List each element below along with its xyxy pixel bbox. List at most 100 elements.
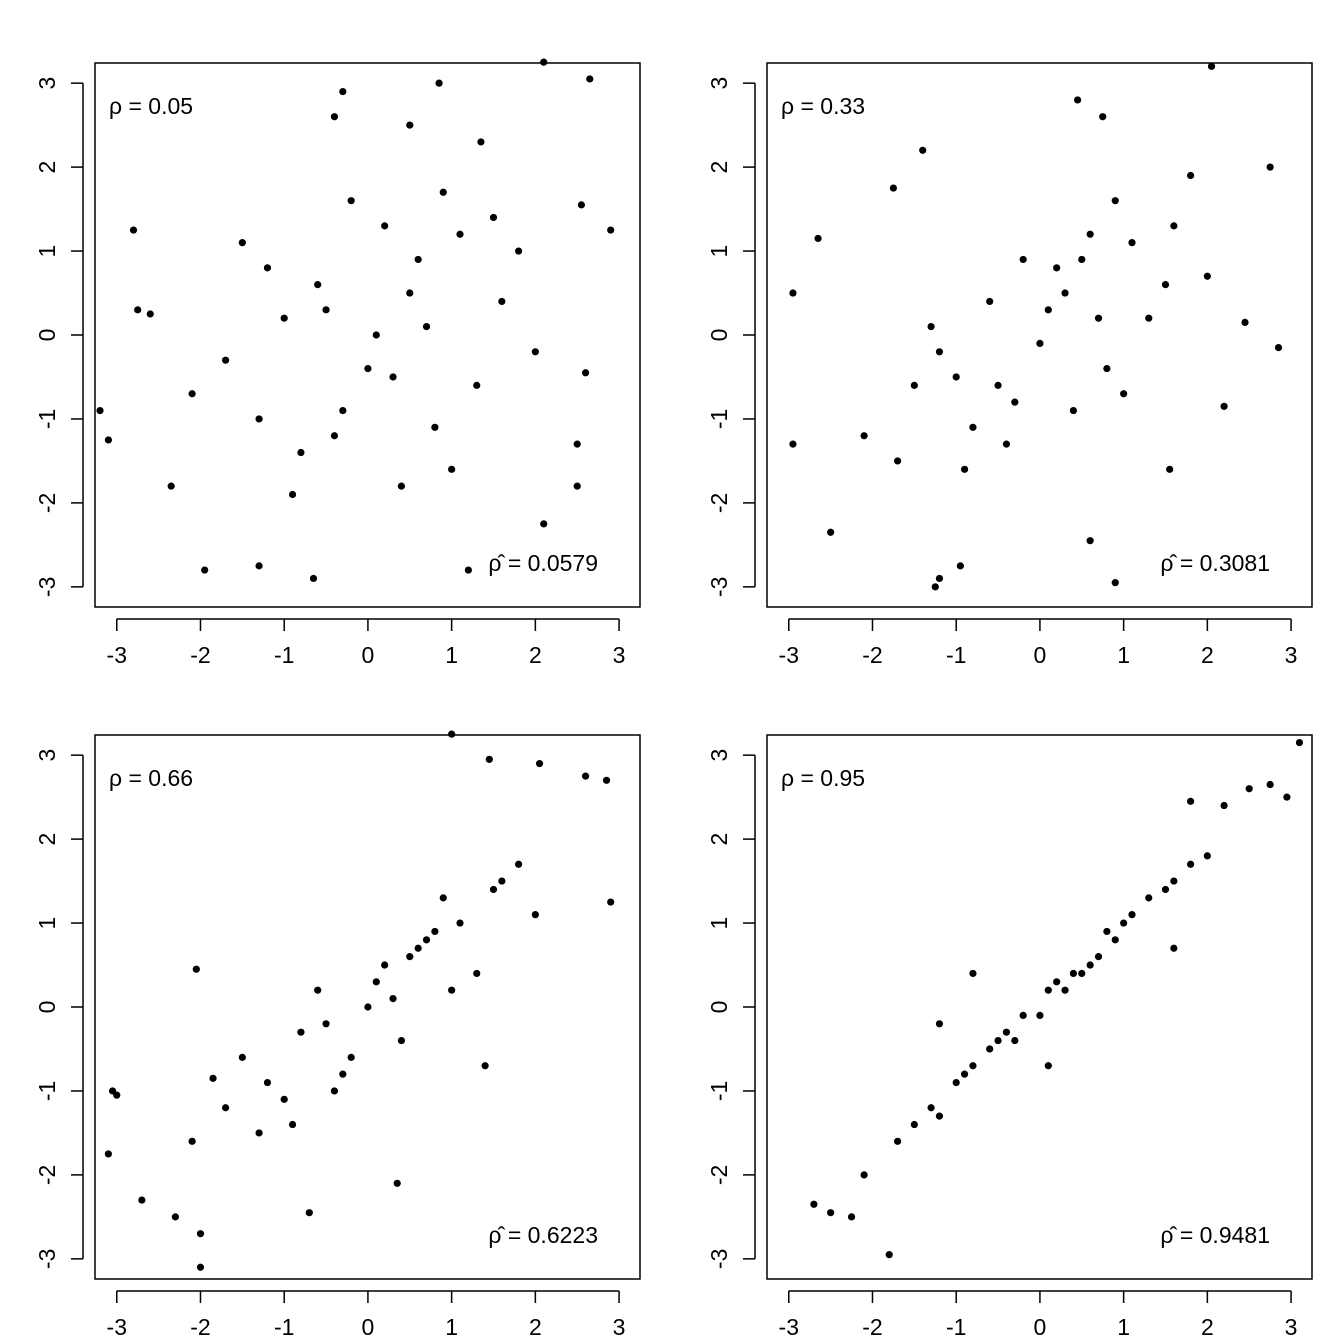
point (1103, 364, 1111, 373)
point (910, 381, 918, 389)
point (330, 432, 339, 440)
point (994, 381, 1002, 389)
point (535, 759, 544, 768)
x-tick-label: -1 (274, 1314, 294, 1340)
point (1036, 339, 1044, 347)
plot-frame (766, 62, 1313, 608)
point (1044, 986, 1052, 994)
point (1170, 222, 1178, 230)
point (1111, 936, 1119, 944)
point (1002, 440, 1011, 448)
y-tick-label: 2 (706, 833, 732, 846)
estimate: ρ̂ = 0.3081 (1160, 550, 1270, 576)
point (935, 1112, 944, 1120)
point (263, 264, 272, 272)
point (1145, 314, 1153, 322)
point (305, 1209, 313, 1217)
point (288, 1120, 297, 1129)
point (540, 520, 548, 528)
point (330, 1087, 339, 1095)
point (1161, 281, 1170, 289)
y-tick-label: -3 (34, 577, 60, 597)
point (473, 969, 481, 978)
point (1086, 961, 1094, 969)
point (456, 230, 464, 238)
x-tick-label: 1 (445, 642, 458, 668)
point (893, 1137, 902, 1145)
point (1187, 171, 1195, 180)
point (1061, 289, 1069, 297)
point (581, 772, 590, 780)
x-tick-label: -3 (107, 1314, 127, 1340)
point (448, 730, 456, 738)
y-tick-label: -2 (34, 493, 60, 513)
point (171, 1213, 179, 1221)
point (464, 566, 472, 574)
point (406, 289, 414, 297)
point (810, 1200, 818, 1208)
point (847, 1213, 856, 1221)
x-tick-label: 2 (529, 1314, 542, 1340)
point (919, 146, 927, 154)
point (885, 1251, 893, 1259)
point (498, 297, 506, 306)
x-tick-label: 0 (1034, 1314, 1047, 1340)
y-tick-label: 3 (706, 77, 732, 90)
point (372, 978, 380, 986)
y-tick-label: 0 (706, 1001, 732, 1014)
point (196, 1263, 205, 1271)
point (1078, 969, 1086, 978)
point (280, 314, 288, 322)
point (347, 1053, 355, 1061)
point (969, 969, 977, 978)
point (314, 281, 322, 289)
plot-frame (94, 734, 641, 1280)
point (339, 1070, 347, 1078)
point (1011, 1036, 1019, 1045)
point (489, 885, 498, 894)
point (347, 197, 355, 205)
point (422, 936, 431, 944)
y-tick-label: 3 (706, 749, 732, 762)
point (952, 1078, 960, 1087)
point (814, 234, 822, 243)
point (1086, 230, 1094, 238)
point (1078, 255, 1086, 264)
point (167, 482, 175, 490)
point (1203, 272, 1211, 280)
point (297, 448, 305, 457)
point (1002, 1028, 1011, 1036)
y-tick-label: 1 (706, 917, 732, 930)
point (435, 79, 443, 87)
point (439, 188, 447, 196)
point (255, 415, 263, 423)
point (602, 776, 611, 784)
point (893, 457, 902, 465)
y-tick-label: -2 (706, 493, 732, 513)
plot-frame (766, 734, 1313, 1280)
y-tick-label: 3 (34, 77, 60, 90)
point (188, 390, 196, 398)
point (255, 562, 263, 570)
point (406, 953, 414, 961)
point (201, 566, 209, 574)
x-tick-label: 0 (362, 642, 375, 668)
point (960, 1070, 969, 1078)
x-tick-label: -2 (862, 1314, 882, 1340)
point (607, 226, 615, 234)
point (1011, 398, 1019, 406)
point (586, 75, 594, 83)
point (952, 373, 960, 381)
point (994, 1036, 1002, 1045)
point (1069, 969, 1078, 978)
point (1120, 390, 1128, 398)
x-tick-label: -3 (107, 642, 127, 668)
point (339, 406, 347, 415)
point (439, 894, 447, 902)
point (1069, 406, 1078, 415)
point (146, 310, 154, 318)
point (192, 965, 200, 973)
point (485, 755, 493, 763)
y-tick-label: 1 (34, 917, 60, 930)
point (456, 919, 464, 927)
